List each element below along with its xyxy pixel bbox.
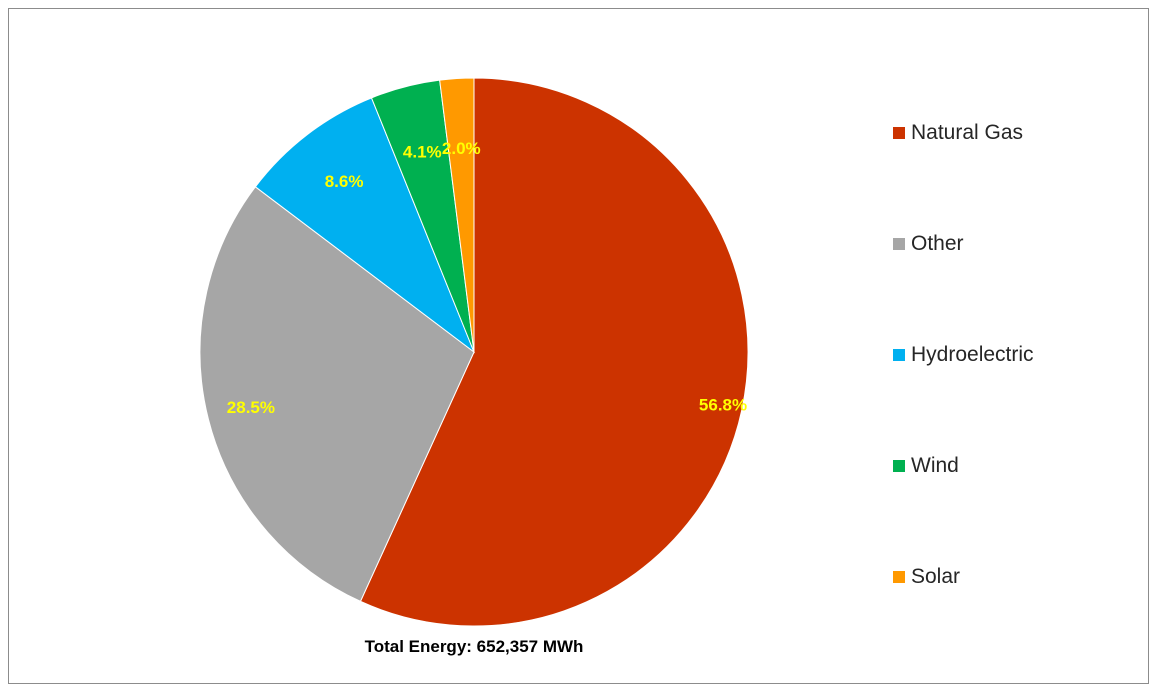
pie-slices: [199, 77, 749, 627]
legend-item-other: Other: [893, 229, 1034, 259]
legend-swatch: [893, 571, 905, 583]
pie-slice-solar: [439, 77, 475, 353]
slice-value-label-other: 28.5%: [227, 398, 275, 417]
total-energy-annotation: Total Energy: 652,357 MWh: [364, 637, 584, 656]
pie-value-labels: 56.8% 28.5% 8.6% 4.1% 2.0%: [227, 139, 747, 417]
legend-label: Hydroelectric: [911, 343, 1034, 366]
slice-value-label-natural-gas: 56.8%: [699, 396, 747, 415]
chart-legend: Natural Gas Other Hydroelectric Wind Sol…: [893, 118, 1034, 592]
legend-swatch: [893, 460, 905, 472]
legend-swatch: [893, 127, 905, 139]
legend-item-hydroelectric: Hydroelectric: [893, 340, 1034, 370]
legend-label: Solar: [911, 565, 961, 588]
slice-value-label-wind: 4.1%: [403, 143, 442, 162]
legend-label: Other: [911, 232, 964, 255]
slice-value-label-hydroelectric: 8.6%: [325, 172, 364, 191]
legend-item-natural-gas: Natural Gas: [893, 118, 1034, 148]
legend-swatch: [893, 349, 905, 361]
pie-slice-hydroelectric: [254, 97, 476, 354]
legend-label: Natural Gas: [911, 121, 1024, 144]
legend-item-solar: Solar: [893, 562, 1034, 592]
legend-item-wind: Wind: [893, 451, 1034, 481]
slice-value-label-solar: 2.0%: [442, 139, 481, 158]
legend-swatch: [893, 238, 905, 250]
pie-slice-natural-gas: [359, 77, 749, 627]
pie-slice-other: [199, 186, 475, 603]
legend-label: Wind: [911, 454, 959, 477]
